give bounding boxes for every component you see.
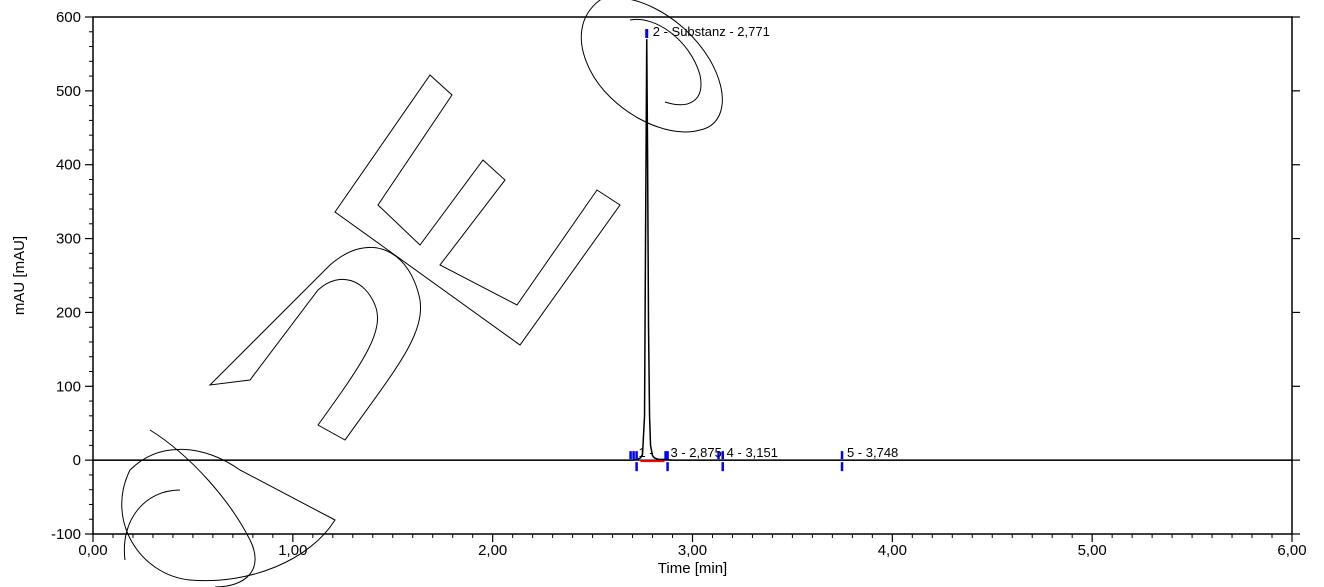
chromatogram-trace <box>93 39 1292 461</box>
y-tick-label: 200 <box>56 304 81 321</box>
y-tick-label: 500 <box>56 83 81 100</box>
x-tick-label: 5,00 <box>1078 542 1107 559</box>
peak-start-marker <box>664 451 667 460</box>
peak-label: 2 - Substanz - 2,771 <box>653 24 770 39</box>
y-tick-label: -100 <box>51 526 81 543</box>
y-tick-label: 100 <box>56 378 81 395</box>
peak-label: 5 - 3,748 <box>847 445 898 460</box>
x-tick-label: 6,00 <box>1277 542 1306 559</box>
x-tick-label: 3,00 <box>678 542 707 559</box>
y-tick-label: 400 <box>56 157 81 174</box>
peak-start-marker <box>717 451 720 460</box>
peak-label: 3 - 2,875 <box>671 445 722 460</box>
y-axis-title: mAU [mAU] <box>11 236 28 315</box>
x-tick-label: 4,00 <box>878 542 907 559</box>
y-tick-label: 300 <box>56 231 81 248</box>
peak-end-marker <box>666 462 669 472</box>
peak-end-marker <box>840 462 844 472</box>
x-tick-label: 0,00 <box>78 542 107 559</box>
peak-start-marker <box>840 451 844 460</box>
peak-start-marker <box>629 451 632 460</box>
watermark-logo <box>121 0 723 587</box>
peak-marker <box>645 29 649 38</box>
peak-label: 1 - <box>639 445 654 460</box>
peak-start-marker <box>721 451 724 460</box>
peak-start-marker <box>666 451 669 460</box>
peak-start-marker <box>635 451 638 460</box>
x-tick-label: 1,00 <box>278 542 307 559</box>
peak-end-marker <box>721 462 724 472</box>
peak-end-marker <box>635 462 638 472</box>
x-tick-label: 2,00 <box>478 542 507 559</box>
peak-label: 4 - 3,151 <box>727 445 778 460</box>
y-tick-label: 0 <box>73 452 81 469</box>
peak-start-marker <box>632 451 635 460</box>
x-axis-title: Time [min] <box>658 560 727 577</box>
y-tick-label: 600 <box>56 9 81 26</box>
